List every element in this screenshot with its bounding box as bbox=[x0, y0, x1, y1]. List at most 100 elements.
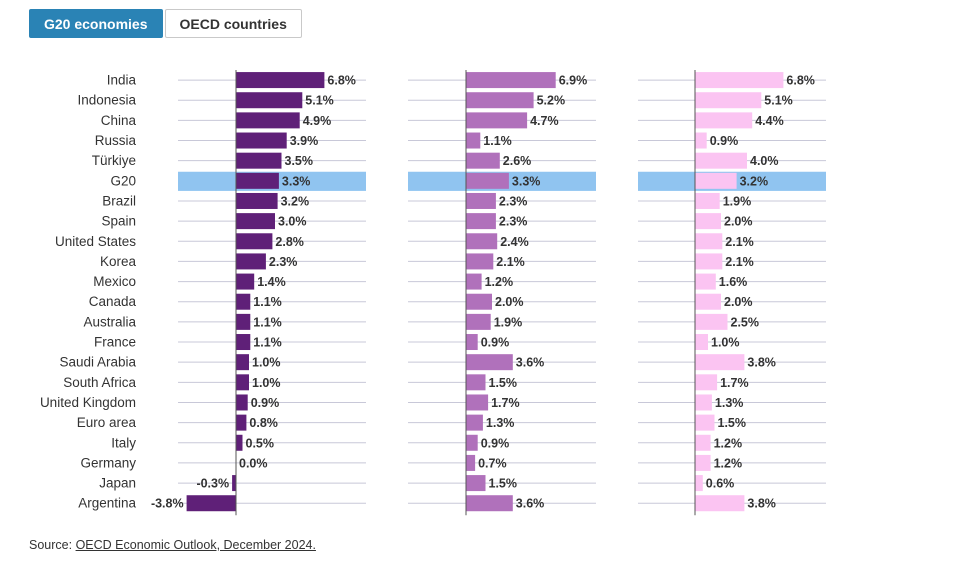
bar bbox=[466, 112, 528, 129]
bar bbox=[466, 414, 483, 431]
bar bbox=[236, 132, 287, 149]
category-label: Canada bbox=[89, 294, 137, 309]
data-label: 3.2% bbox=[281, 194, 310, 208]
bar bbox=[186, 495, 236, 512]
category-label: Australia bbox=[83, 314, 136, 329]
data-label: 4.9% bbox=[303, 114, 332, 128]
data-label: 3.5% bbox=[285, 154, 314, 168]
bar bbox=[695, 172, 737, 189]
tab-g20-economies[interactable]: G20 economies bbox=[29, 9, 163, 38]
category-label: South Africa bbox=[63, 375, 136, 390]
category-label: Indonesia bbox=[77, 93, 136, 108]
bar bbox=[695, 213, 721, 230]
data-label: 1.5% bbox=[718, 416, 747, 430]
tab-oecd-countries[interactable]: OECD countries bbox=[164, 9, 302, 38]
category-label: United Kingdom bbox=[40, 395, 136, 410]
bar-chart: India Indonesia China Russia Türkiye G20 Brazi… bbox=[40, 70, 826, 516]
data-label: 1.1% bbox=[253, 315, 281, 329]
bar bbox=[466, 132, 481, 149]
data-label: 0.8% bbox=[249, 416, 278, 430]
bar bbox=[466, 454, 476, 471]
category-label: China bbox=[101, 113, 137, 128]
data-label: 1.9% bbox=[494, 315, 523, 329]
data-label: 0.9% bbox=[710, 134, 739, 148]
data-label: 3.8% bbox=[747, 356, 776, 370]
data-label: 2.1% bbox=[725, 255, 754, 269]
tab-bar: G20 economies OECD countries bbox=[29, 9, 302, 38]
bar bbox=[466, 495, 513, 512]
bar bbox=[236, 112, 300, 129]
data-label: 1.0% bbox=[711, 336, 740, 350]
bar bbox=[466, 72, 556, 89]
data-label: 1.1% bbox=[253, 295, 281, 309]
data-label: 5.2% bbox=[537, 94, 566, 108]
bar bbox=[236, 374, 249, 391]
bar bbox=[466, 334, 478, 351]
data-label: 3.6% bbox=[516, 356, 545, 370]
bar bbox=[236, 92, 303, 109]
category-label: India bbox=[107, 73, 137, 88]
data-label: 6.9% bbox=[559, 74, 588, 88]
data-label: 1.7% bbox=[491, 396, 519, 410]
bar bbox=[236, 152, 282, 169]
data-label: 2.0% bbox=[495, 295, 524, 309]
bar bbox=[695, 72, 784, 89]
data-label: 2.6% bbox=[503, 154, 532, 168]
bar bbox=[695, 233, 723, 250]
bar bbox=[695, 495, 745, 512]
data-label: 0.0% bbox=[239, 456, 268, 470]
bar bbox=[695, 112, 753, 129]
category-label: Germany bbox=[80, 455, 136, 470]
bar bbox=[466, 434, 478, 451]
data-label: 4.0% bbox=[750, 154, 779, 168]
data-label: 2.4% bbox=[500, 235, 529, 249]
source-prefix: Source: bbox=[29, 538, 76, 552]
category-label: Japan bbox=[99, 476, 136, 491]
data-label: 3.8% bbox=[747, 497, 776, 511]
data-label: 1.9% bbox=[723, 194, 752, 208]
data-label: 2.1% bbox=[725, 235, 754, 249]
data-label: 6.8% bbox=[327, 74, 356, 88]
category-label: Spain bbox=[101, 214, 136, 229]
bar bbox=[236, 293, 251, 310]
bar bbox=[466, 354, 513, 371]
data-label: 1.2% bbox=[485, 275, 513, 289]
category-label: Mexico bbox=[93, 274, 136, 289]
data-label: 1.5% bbox=[489, 477, 518, 491]
data-label: 2.0% bbox=[724, 215, 753, 229]
category-label: Brazil bbox=[102, 193, 136, 208]
bar bbox=[466, 152, 500, 169]
data-label: 0.6% bbox=[706, 477, 735, 491]
category-label: G20 bbox=[110, 173, 136, 188]
bar bbox=[236, 313, 251, 330]
source-link[interactable]: OECD Economic Outlook, December 2024. bbox=[75, 538, 316, 552]
data-label: 1.1% bbox=[253, 336, 281, 350]
data-label: 5.1% bbox=[305, 94, 334, 108]
bar bbox=[695, 293, 721, 310]
bar bbox=[695, 414, 715, 431]
data-label: 1.6% bbox=[719, 275, 748, 289]
bar bbox=[236, 434, 243, 451]
data-label: 1.2% bbox=[714, 456, 743, 470]
category-label: Italy bbox=[111, 435, 136, 450]
data-label: 3.2% bbox=[740, 174, 769, 188]
bar bbox=[695, 92, 762, 109]
data-label: 1.4% bbox=[257, 275, 286, 289]
data-label: 1.3% bbox=[715, 396, 744, 410]
bar bbox=[466, 475, 486, 492]
bar bbox=[695, 253, 723, 270]
bar bbox=[695, 313, 728, 330]
bar bbox=[236, 394, 248, 411]
data-label: 1.1% bbox=[483, 134, 512, 148]
data-label: 1.0% bbox=[252, 376, 281, 390]
data-label: 0.9% bbox=[481, 336, 510, 350]
data-label: 0.7% bbox=[478, 456, 507, 470]
bar bbox=[466, 233, 498, 250]
data-label: 1.3% bbox=[486, 416, 515, 430]
bar bbox=[236, 233, 273, 250]
category-label: Argentina bbox=[78, 496, 136, 511]
data-label: 4.4% bbox=[755, 114, 784, 128]
data-label: 2.3% bbox=[269, 255, 298, 269]
bar bbox=[236, 72, 325, 89]
data-label: 3.3% bbox=[282, 174, 311, 188]
